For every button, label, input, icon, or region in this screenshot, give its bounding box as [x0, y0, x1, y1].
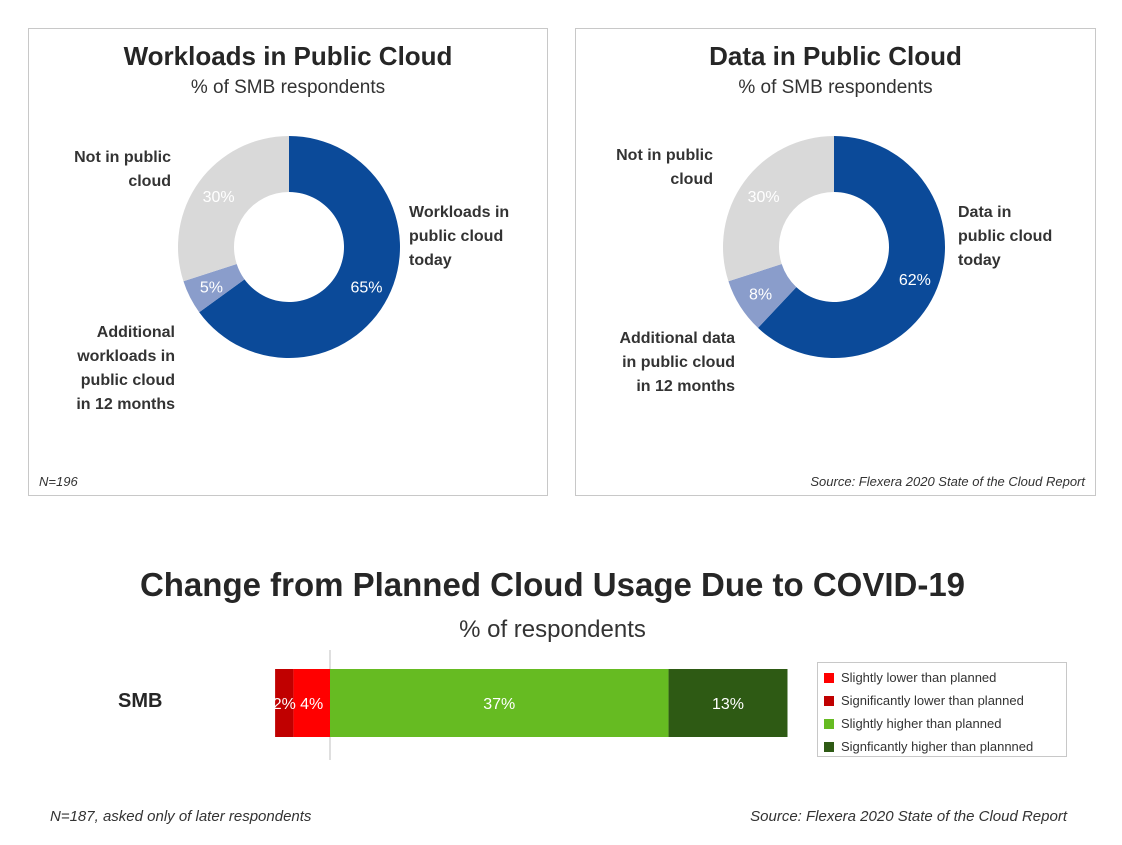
callout-line: cloud: [670, 171, 713, 188]
callout-line: today: [958, 252, 1001, 269]
covid-chart-subtitle: % of respondents: [459, 616, 646, 643]
data-today-callout: Data in public cloud today: [958, 201, 1052, 273]
bar-segment: [668, 669, 788, 737]
data-source-note: Source: Flexera 2020 State of the Cloud …: [810, 474, 1085, 489]
legend-swatch: [824, 672, 834, 683]
callout-line: in 12 months: [636, 378, 735, 395]
legend-label: Slightly higher than planned: [841, 716, 1002, 731]
workloads-sample-note: N=196: [39, 474, 78, 489]
callout-line: today: [409, 252, 452, 269]
data-chart-title: Data in Public Cloud: [709, 41, 962, 71]
data-chart-panel: Data in Public Cloud % of SMB respondent…: [575, 28, 1096, 496]
donut-slice: [199, 136, 400, 358]
covid-sample-note: N=187, asked only of later respondents: [50, 808, 312, 825]
legend-swatch: [824, 695, 834, 706]
callout-line: Additional data: [619, 330, 735, 347]
donut-slice-label: 30%: [748, 189, 780, 206]
donut-slice: [178, 136, 289, 282]
callout-line: workloads in: [77, 348, 175, 365]
covid-source-note: Source: Flexera 2020 State of the Cloud …: [750, 808, 1067, 825]
donut-slice: [723, 136, 834, 282]
callout-line: Not in public: [616, 147, 713, 164]
legend-item: Signficantly higher than plannned: [824, 735, 1066, 758]
bar-segment: [330, 669, 669, 737]
legend-label: Significantly lower than planned: [841, 693, 1024, 708]
callout-line: Additional: [96, 324, 175, 341]
callout-line: public cloud: [409, 228, 504, 245]
workloads-donut-chart: 65% 5% 30%: [178, 136, 400, 358]
workloads-today-callout: Workloads in public cloud today: [409, 201, 509, 273]
legend-swatch: [824, 718, 834, 729]
callout-line: Data in: [958, 204, 1012, 221]
workloads-chart-title: Workloads in Public Cloud: [123, 41, 453, 71]
legend-item: Slightly higher than planned: [824, 712, 1066, 735]
legend-swatch: [824, 741, 834, 752]
bar-segment: [293, 669, 330, 737]
callout-line: Workloads in: [409, 204, 510, 221]
workloads-not-callout: Not in public cloud: [74, 146, 171, 194]
donut-slice: [758, 136, 945, 358]
donut-slice: [183, 263, 245, 313]
bar-segment-label: 2%: [273, 696, 296, 713]
data-donut-chart: 62% 8% 30%: [723, 136, 945, 358]
legend-label: Signficantly higher than plannned: [841, 739, 1034, 754]
bar-category-label: SMB: [118, 690, 163, 712]
donut-slice-label: 62%: [899, 272, 931, 289]
donut-slice-label: 5%: [200, 279, 223, 296]
bar-segment-label: 37%: [483, 696, 515, 713]
workloads-chart-subtitle: % of SMB respondents: [190, 77, 386, 98]
donut-slice: [728, 263, 797, 328]
callout-line: in public cloud: [622, 354, 735, 371]
bar-segment: [275, 669, 294, 737]
callout-line: cloud: [128, 173, 171, 190]
bar-segment-label: 4%: [300, 696, 323, 713]
data-not-callout: Not in public cloud: [616, 144, 713, 192]
legend-item: Significantly lower than planned: [824, 689, 1066, 712]
callout-line: public cloud: [80, 372, 175, 389]
callout-line: in 12 months: [76, 396, 175, 413]
legend-item: Slightly lower than planned: [824, 666, 1066, 689]
bar-segment-label: 13%: [712, 696, 744, 713]
workloads-additional-callout: Additional workloads in public cloud in …: [76, 321, 175, 417]
covid-chart-title: Change from Planned Cloud Usage Due to C…: [139, 566, 966, 603]
legend-label: Slightly lower than planned: [841, 670, 997, 685]
data-additional-callout: Additional data in public cloud in 12 mo…: [619, 327, 735, 399]
callout-line: Not in public: [74, 149, 171, 166]
data-chart-subtitle: % of SMB respondents: [738, 77, 933, 98]
donut-slice-label: 8%: [749, 287, 772, 304]
workloads-chart-panel: Workloads in Public Cloud % of SMB respo…: [28, 28, 548, 496]
donut-slice-label: 30%: [203, 189, 235, 206]
donut-slice-label: 65%: [351, 279, 383, 296]
callout-line: public cloud: [958, 228, 1053, 245]
covid-chart-legend: Slightly lower than planned Significantl…: [817, 662, 1067, 757]
